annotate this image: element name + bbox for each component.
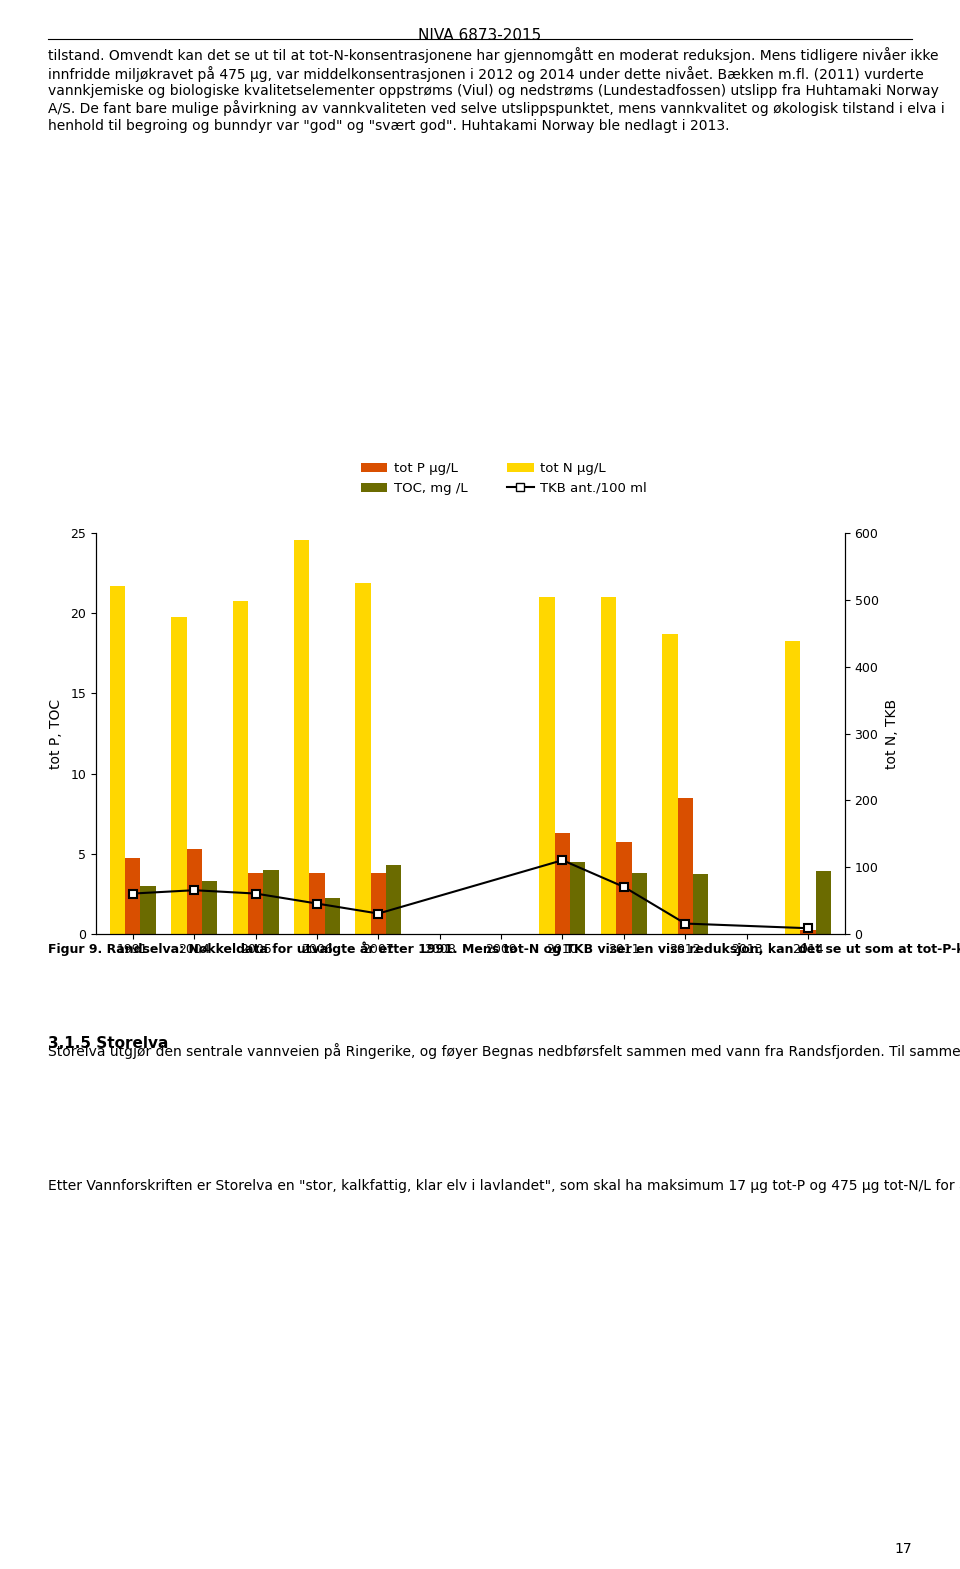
Text: 17: 17 bbox=[895, 1542, 912, 1556]
Text: Figur 9. Randselva: Nøkkeldata for utvalgte år etter 1991. Mens tot-N og TKB vis: Figur 9. Randselva: Nøkkeldata for utval… bbox=[48, 941, 960, 956]
Bar bbox=[616, 843, 632, 934]
Text: 3.1.5 Storelva: 3.1.5 Storelva bbox=[48, 1036, 168, 1051]
Bar bbox=[801, 930, 816, 934]
Bar bbox=[386, 865, 401, 934]
Bar bbox=[171, 617, 186, 934]
Bar bbox=[125, 858, 140, 934]
Bar bbox=[371, 872, 386, 934]
Y-axis label: tot P, TOC: tot P, TOC bbox=[50, 698, 63, 769]
Bar bbox=[570, 861, 586, 934]
Bar bbox=[540, 598, 555, 934]
Bar bbox=[816, 871, 831, 934]
Bar bbox=[324, 899, 340, 934]
Text: NIVA 6873-2015: NIVA 6873-2015 bbox=[419, 28, 541, 44]
Bar bbox=[248, 872, 263, 934]
Bar bbox=[693, 874, 708, 934]
Legend: tot P µg/L, TOC, mg /L, tot N µg/L, TKB ant./100 ml: tot P µg/L, TOC, mg /L, tot N µg/L, TKB … bbox=[356, 457, 652, 501]
Bar bbox=[232, 601, 248, 934]
Y-axis label: tot N, TKB: tot N, TKB bbox=[885, 698, 900, 769]
Bar bbox=[140, 885, 156, 934]
Bar bbox=[678, 797, 693, 934]
Bar bbox=[785, 640, 801, 934]
Text: Etter Vannforskriften er Storelva en "stor, kalkfattig, klar elv i lavlandet", s: Etter Vannforskriften er Storelva en "st… bbox=[48, 1177, 960, 1192]
Bar bbox=[355, 584, 371, 934]
Bar bbox=[555, 833, 570, 934]
Text: Storelva utgjør den sentrale vannveien på Ringerike, og føyer Begnas nedbførsfel: Storelva utgjør den sentrale vannveien p… bbox=[48, 1043, 960, 1059]
Bar bbox=[202, 880, 217, 934]
Text: tilstand. Omvendt kan det se ut til at tot-N-konsentrasjonene har gjennomgått en: tilstand. Omvendt kan det se ut til at t… bbox=[48, 47, 945, 132]
Bar bbox=[309, 872, 324, 934]
Bar bbox=[632, 872, 647, 934]
Bar bbox=[263, 869, 278, 934]
Bar bbox=[186, 849, 202, 934]
Bar bbox=[601, 598, 616, 934]
Bar bbox=[294, 540, 309, 934]
Bar bbox=[109, 587, 125, 934]
Bar bbox=[662, 634, 678, 934]
